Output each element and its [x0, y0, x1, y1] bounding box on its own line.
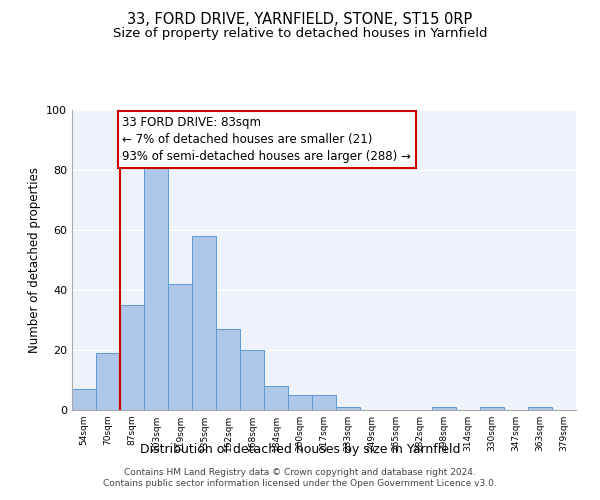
Text: Size of property relative to detached houses in Yarnfield: Size of property relative to detached ho…: [113, 28, 487, 40]
Bar: [288, 395, 312, 410]
Bar: [312, 395, 336, 410]
Text: 33, FORD DRIVE, YARNFIELD, STONE, ST15 0RP: 33, FORD DRIVE, YARNFIELD, STONE, ST15 0…: [127, 12, 473, 28]
Bar: [96, 353, 120, 410]
Bar: [264, 386, 288, 410]
Bar: [480, 407, 504, 410]
Bar: [168, 284, 192, 410]
Bar: [240, 350, 264, 410]
Bar: [528, 407, 552, 410]
Y-axis label: Number of detached properties: Number of detached properties: [28, 167, 41, 353]
Bar: [72, 389, 96, 410]
Bar: [120, 305, 144, 410]
Text: 33 FORD DRIVE: 83sqm
← 7% of detached houses are smaller (21)
93% of semi-detach: 33 FORD DRIVE: 83sqm ← 7% of detached ho…: [122, 116, 411, 163]
Bar: [216, 329, 240, 410]
Bar: [432, 407, 456, 410]
Bar: [336, 407, 360, 410]
Bar: [144, 158, 168, 410]
Text: Distribution of detached houses by size in Yarnfield: Distribution of detached houses by size …: [140, 442, 460, 456]
Text: Contains HM Land Registry data © Crown copyright and database right 2024.
Contai: Contains HM Land Registry data © Crown c…: [103, 468, 497, 487]
Bar: [192, 236, 216, 410]
